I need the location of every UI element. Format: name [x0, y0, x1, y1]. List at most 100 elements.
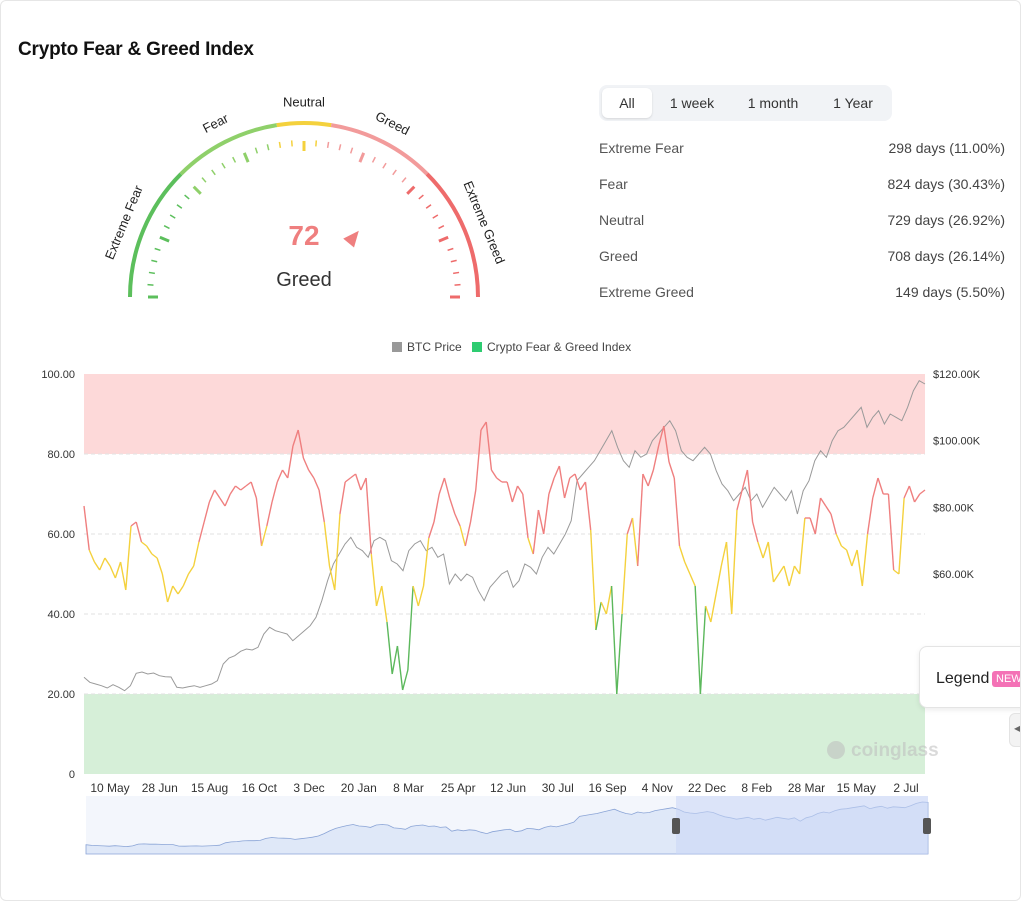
fgi-segment: [877, 477, 884, 495]
gauge-value: 72: [288, 220, 319, 251]
fgi-segment: [621, 533, 628, 615]
fgi-segment: [386, 621, 393, 675]
gauge-tick: [242, 152, 250, 163]
x-tick-label: 28 Mar: [788, 781, 825, 795]
y-axis-right: $60.00K $80.00K $100.00K $120.00K: [933, 369, 981, 581]
fgi-segment: [360, 477, 367, 491]
gauge-tick: [326, 141, 330, 148]
legend-item-btc[interactable]: BTC Price: [407, 340, 462, 354]
fgi-segment: [866, 497, 874, 535]
arc-extreme-fear: [128, 172, 183, 298]
fgi-segment: [281, 469, 289, 479]
gauge-tick: [201, 177, 207, 183]
fgi-segment: [166, 585, 174, 603]
fgi-segment: [219, 497, 226, 507]
fgi-segment: [840, 545, 848, 551]
x-tick-label: 12 Jun: [490, 781, 526, 795]
gauge-tick: [447, 247, 454, 252]
fgi-segment: [835, 533, 843, 547]
gauge-tick: [438, 235, 449, 243]
tab-all[interactable]: All: [602, 88, 652, 118]
y-tick-label: 60.00: [47, 529, 75, 541]
fgi-segment: [109, 565, 116, 579]
fgi-segment: [276, 469, 284, 483]
fgi-segment: [401, 669, 409, 691]
gauge-label-extreme-greed: Extreme Greed: [460, 179, 508, 266]
fgi-segment: [260, 525, 268, 547]
fgi-segment: [255, 497, 263, 547]
tab-1-year[interactable]: 1 Year: [833, 95, 873, 111]
legend-swatch-btc: [392, 342, 402, 352]
tab-1-month[interactable]: 1 month: [747, 95, 799, 111]
gauge-label-fear: Fear: [200, 110, 231, 136]
legend-item-fgi[interactable]: Crypto Fear & Greed Index: [487, 340, 631, 354]
legend-button[interactable]: Legend NEW: [919, 646, 1020, 708]
fgi-segment: [443, 477, 451, 499]
fgi-segment: [146, 545, 153, 555]
btc-price-series: [83, 380, 926, 692]
fgi-segment: [271, 481, 278, 503]
fgi-segment: [240, 485, 247, 491]
fgi-segment: [814, 497, 822, 535]
stat-row: Extreme Fear 298 days (11.00%): [599, 131, 1005, 167]
fgi-segment: [245, 481, 252, 487]
range-navigator[interactable]: [85, 796, 931, 855]
gauge-arcs: [128, 121, 480, 298]
x-tick-label: 20 Jan: [341, 781, 377, 795]
fgi-segment: [788, 565, 796, 587]
fgi-segment: [595, 601, 602, 631]
fgi-segment: [516, 485, 524, 495]
collapse-button[interactable]: ◀: [1009, 713, 1020, 747]
fgi-segment: [793, 565, 801, 575]
fgi-segment: [151, 553, 158, 559]
coinglass-watermark: coinglass: [827, 740, 939, 761]
fgi-segment: [548, 477, 555, 495]
navigator-handle-left[interactable]: [672, 818, 680, 834]
fgi-segment: [778, 565, 785, 575]
gauge-tick: [392, 169, 397, 176]
stat-name: Fear: [599, 176, 628, 192]
gauge-label-extreme-fear: Extreme Fear: [102, 182, 146, 261]
fgi-segment: [135, 521, 143, 543]
fgi-segment: [250, 481, 258, 499]
navigator-handle-right[interactable]: [923, 818, 931, 834]
fgi-segment: [527, 537, 534, 555]
navigator-selection[interactable]: [676, 796, 928, 854]
gauge-tick: [358, 152, 366, 163]
x-tick-label: 16 Sep: [588, 781, 626, 795]
stat-name: Extreme Fear: [599, 140, 684, 156]
gauge-label-greed: Greed: [373, 108, 412, 138]
fgi-segment: [297, 429, 305, 459]
fgi-segment: [119, 561, 127, 591]
gauge-tick: [266, 144, 270, 151]
fgi-segment: [130, 521, 137, 527]
fgi-segment: [631, 517, 639, 567]
stat-row: Fear 824 days (30.43%): [599, 167, 1005, 203]
fgi-segment: [396, 645, 404, 691]
gauge-tick: [338, 144, 342, 151]
fgi-segment: [438, 477, 446, 495]
fgi-segment: [537, 509, 545, 535]
fgi-segment: [757, 541, 764, 559]
fgi-segment: [919, 489, 926, 495]
btc-price-line: [83, 380, 926, 692]
fgi-segment: [731, 509, 738, 615]
x-tick-label: 3 Dec: [293, 781, 324, 795]
fgi-segment: [407, 585, 414, 671]
chart-gridlines: [84, 453, 925, 695]
fgi-segment: [584, 481, 592, 531]
fgi-segment: [908, 485, 916, 503]
stat-row: Greed 708 days (26.14%): [599, 239, 1005, 275]
gauge-tick: [159, 235, 170, 243]
fgi-segment: [668, 461, 675, 479]
fgi-segment: [182, 573, 190, 587]
fgi-segment: [334, 513, 341, 591]
fgi-segment: [475, 429, 482, 491]
y-tick-label: 0: [69, 769, 75, 781]
fgi-segment: [762, 541, 769, 559]
tab-1-week[interactable]: 1 week: [669, 95, 715, 111]
fgi-segment: [88, 549, 96, 563]
fgi-segment: [710, 593, 717, 623]
fgi-segment: [626, 517, 634, 535]
